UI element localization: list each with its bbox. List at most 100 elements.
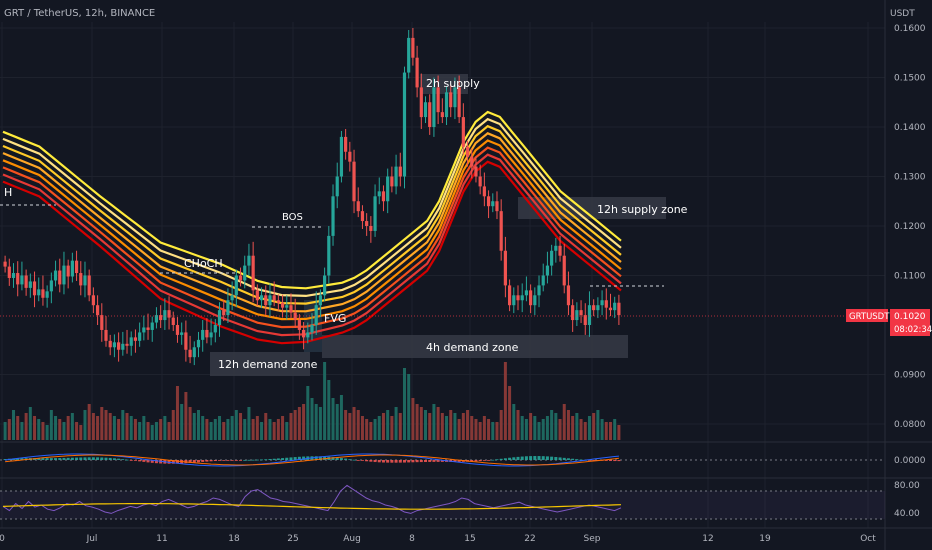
bos-label: BOS xyxy=(282,212,303,223)
candle-body xyxy=(238,275,243,281)
macd-hist-bar xyxy=(125,459,129,461)
macd-hist-bar xyxy=(545,456,549,460)
candle-body xyxy=(276,300,280,303)
macd-hist-bar xyxy=(331,457,335,460)
macd-hist-bar xyxy=(402,460,406,463)
candle-body xyxy=(587,305,592,325)
candle-body xyxy=(209,332,213,338)
candle-body xyxy=(432,87,436,127)
volume-bar xyxy=(218,416,222,440)
candle-body xyxy=(592,305,596,311)
candle-body xyxy=(251,255,255,291)
macd-hist-bar xyxy=(587,460,591,461)
volume-bar xyxy=(285,422,289,440)
price-tick-label: 0.0800 xyxy=(894,420,926,430)
candle-body xyxy=(600,300,604,306)
date-tick-label: 8 xyxy=(409,534,415,544)
volume-bar xyxy=(129,416,133,440)
macd-hist-bar xyxy=(339,458,343,460)
candle-body xyxy=(163,310,167,321)
volume-bar xyxy=(297,407,301,440)
macd-hist-bar xyxy=(146,460,150,463)
macd-hist-bar xyxy=(550,456,554,460)
macd-hist-bar xyxy=(138,460,142,462)
volume-bar xyxy=(272,422,276,440)
volume-bar xyxy=(348,413,352,440)
rsi-ma-line xyxy=(2,503,622,510)
macd-hist-bar xyxy=(251,459,255,461)
macd-hist-bar xyxy=(318,456,322,460)
candle-body xyxy=(520,295,524,301)
macd-hist-bar xyxy=(562,457,566,460)
volume-bar xyxy=(163,416,167,440)
volume-bar xyxy=(541,419,545,440)
macd-hist-bar xyxy=(91,457,95,460)
candle-body xyxy=(335,176,339,197)
candle-body xyxy=(180,332,184,335)
volume-bar xyxy=(587,416,591,440)
volume-bar xyxy=(41,422,45,440)
volume-bar xyxy=(154,422,158,440)
price-tick-label: 0.1500 xyxy=(894,74,926,84)
volume-bar xyxy=(604,422,608,440)
macd-hist-bar xyxy=(377,460,381,463)
candle-body xyxy=(360,211,365,222)
macd-hist-bar xyxy=(196,460,200,463)
volume-bar xyxy=(54,416,58,440)
candle-body xyxy=(159,315,163,321)
macd-hist-bar xyxy=(255,459,259,461)
macd-pane: 0.0000 xyxy=(0,453,926,467)
structure-lines xyxy=(0,204,885,317)
candle-body xyxy=(247,255,251,266)
candle-body xyxy=(125,343,129,346)
candle-body xyxy=(142,327,146,333)
candle-body xyxy=(306,332,310,338)
macd-hist-bar xyxy=(541,456,545,460)
candle-body xyxy=(423,102,428,118)
macd-hist-bar xyxy=(264,459,268,461)
volume-bar xyxy=(192,413,196,440)
candle-body xyxy=(167,310,171,318)
volume-bar xyxy=(432,404,436,440)
macd-hist-bar xyxy=(424,460,428,462)
candle-body xyxy=(339,136,344,177)
candle-body xyxy=(596,305,600,311)
signal-line xyxy=(5,454,619,466)
candle-body xyxy=(20,275,24,285)
macd-hist-bar xyxy=(390,460,394,463)
candle-body xyxy=(537,285,541,296)
volume-bar xyxy=(571,416,575,440)
date-tick-label: 0 xyxy=(0,534,5,544)
macd-hist-bar xyxy=(613,460,617,462)
candle-body xyxy=(146,327,150,330)
candle-body xyxy=(529,290,533,306)
ema-band xyxy=(2,160,622,345)
macd-hist-bar xyxy=(218,460,222,461)
volume-bar xyxy=(142,416,146,440)
macd-hist-bar xyxy=(171,460,175,464)
volume-bar xyxy=(251,419,255,440)
macd-hist-bar xyxy=(491,459,495,461)
volume-bar xyxy=(121,410,125,440)
macd-hist-bar xyxy=(495,459,499,461)
price-tag-symbol: GRTUSDT xyxy=(849,312,890,322)
candle-body xyxy=(70,260,74,277)
candle-body xyxy=(289,305,293,313)
volume-bar xyxy=(558,419,562,440)
volume-bar xyxy=(512,404,516,440)
candle-body xyxy=(550,250,554,266)
macd-hist-bar xyxy=(79,457,83,460)
macd-hist-bar xyxy=(344,458,348,460)
volume-bar xyxy=(239,413,243,440)
macd-hist-bar xyxy=(487,460,491,461)
macd-hist-bar xyxy=(234,460,238,461)
volume-bar xyxy=(306,386,310,440)
volume-bar xyxy=(16,416,20,440)
date-tick-label: 19 xyxy=(759,534,771,544)
macd-hist-bar xyxy=(104,457,108,460)
candle-body xyxy=(470,156,474,167)
volume-bar xyxy=(318,407,322,440)
candle-body xyxy=(407,37,411,73)
candle-body xyxy=(285,305,289,308)
